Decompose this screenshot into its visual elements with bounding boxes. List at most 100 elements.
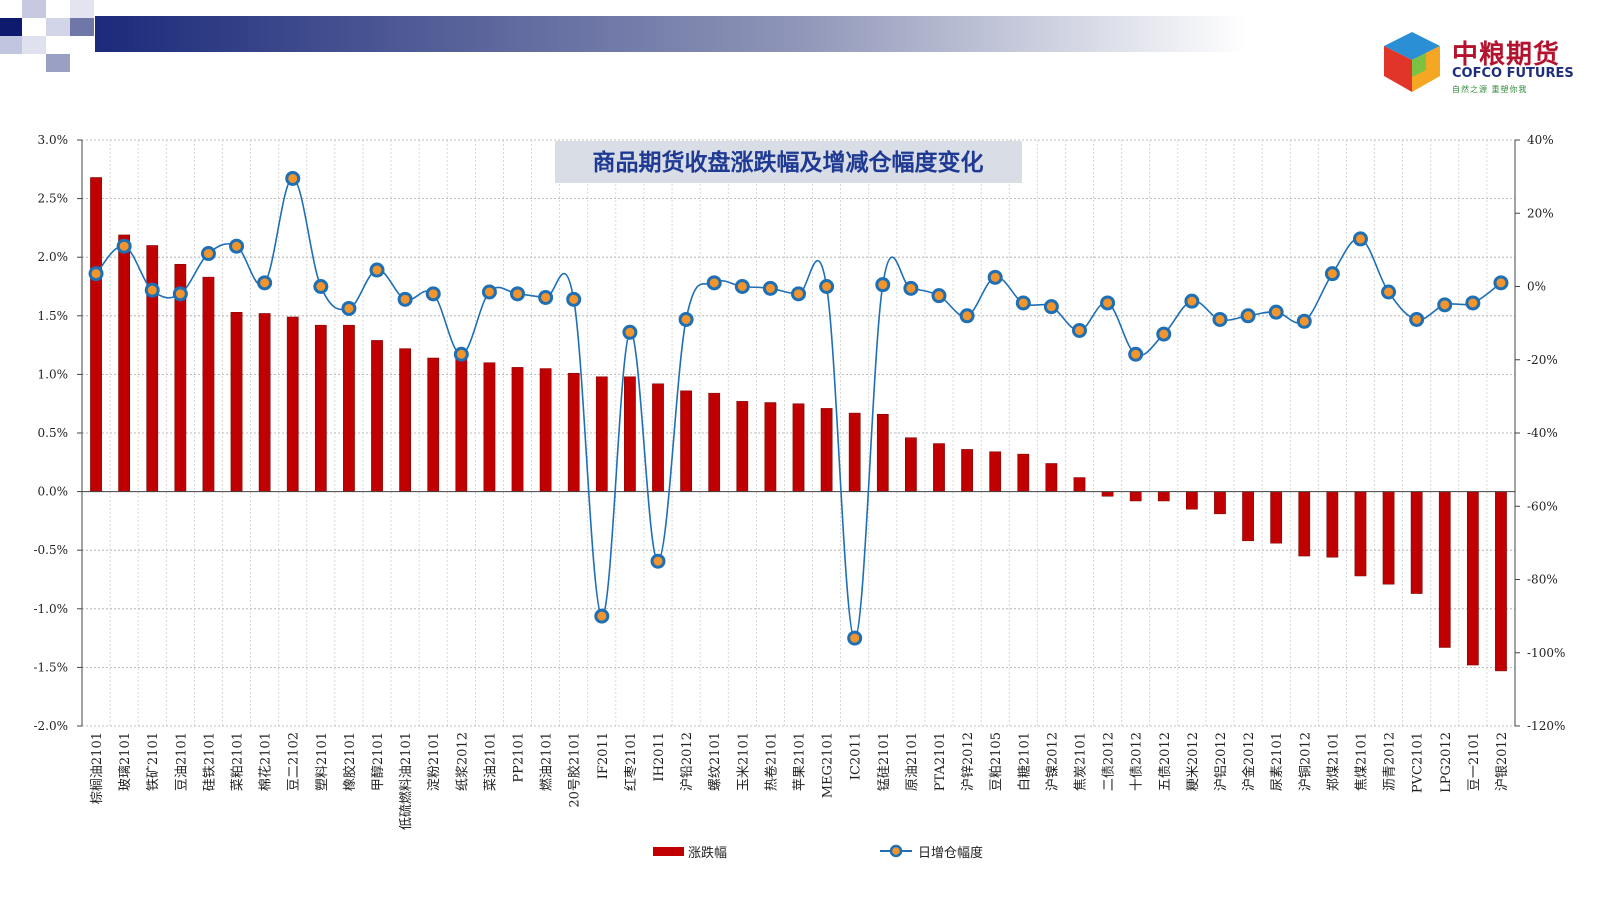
- category-label: 豆二2102: [287, 732, 302, 791]
- bar-尿素2101: [1270, 491, 1283, 544]
- marker-沥青2012: [1381, 284, 1397, 300]
- marker-棉花2101: [257, 275, 273, 291]
- marker-沪镍2012: [1043, 299, 1059, 315]
- category-label: 五债2012: [1158, 732, 1173, 791]
- bar-沪金2012: [1242, 491, 1254, 542]
- marker-原油2101: [903, 280, 919, 296]
- marker-沪铜2012: [1296, 313, 1312, 329]
- legend-bar-swatch: [653, 847, 684, 856]
- category-label: 二债2012: [1102, 732, 1117, 791]
- left-tick-label: 3.0%: [38, 133, 69, 147]
- category-label: 玻璃2101: [118, 732, 133, 791]
- line-series: [88, 170, 1509, 646]
- bar-粳米2012: [1186, 491, 1198, 510]
- bar-IF2011: [595, 376, 608, 492]
- left-tick-label: -2.0%: [33, 719, 68, 733]
- category-label: 沪锌2012: [960, 732, 976, 791]
- legend-line-marker: [889, 844, 903, 858]
- bar-IH2011: [652, 383, 664, 492]
- chart-title-box: 商品期货收盘涨跌幅及增减仓幅度变化: [555, 141, 1022, 183]
- bar-PTA2101: [933, 443, 945, 492]
- category-label: 豆粕2105: [989, 732, 1004, 791]
- marker-郑煤2101: [1324, 266, 1340, 282]
- marker-沪锌2012: [959, 308, 975, 324]
- category-label: 淀粉2101: [427, 732, 442, 791]
- marker-螺纹2101: [706, 275, 722, 291]
- marker-锰硅2101: [875, 277, 891, 293]
- category-label: 玉米2101: [736, 732, 751, 791]
- logo-name-en: COFCO FUTURES: [1452, 66, 1574, 81]
- marker-白糖2101: [1015, 295, 1031, 311]
- logo-tagline: 自然之源 重塑你我: [1452, 85, 1528, 94]
- chart-title: 商品期货收盘涨跌幅及增减仓幅度变化: [593, 149, 984, 176]
- bar-豆二2102: [286, 316, 299, 492]
- category-label: 低硫燃料油2101: [398, 732, 414, 830]
- bar-豆一2101: [1466, 491, 1479, 666]
- bar-玉米2101: [736, 401, 749, 492]
- marker-豆一2101: [1465, 295, 1481, 311]
- bar-玻璃2101: [118, 234, 131, 492]
- bar-沪铜2012: [1298, 491, 1311, 557]
- marker-棕榈油2101: [88, 266, 104, 282]
- category-label: 橡胶2101: [342, 732, 358, 791]
- bar-橡胶2101: [343, 324, 355, 492]
- bar-沪镍2012: [1045, 463, 1058, 492]
- category-label: 红枣2101: [623, 732, 639, 791]
- marker-沪铅2012: [678, 311, 694, 327]
- category-label: 苹果2101: [793, 732, 808, 791]
- left-tick-label: 2.0%: [38, 250, 69, 264]
- header-band: [0, 0, 1375, 72]
- category-label: 沪铅2012: [679, 732, 695, 791]
- bar-五债2012: [1157, 491, 1170, 502]
- category-label: 郑煤2101: [1326, 732, 1341, 791]
- marker-十债2012: [1128, 346, 1144, 362]
- marker-豆油2101: [172, 286, 188, 302]
- marker-硅铁2101: [200, 246, 216, 262]
- marker-燃油2101: [538, 289, 554, 305]
- marker-IC2011: [847, 630, 863, 646]
- category-label: 甲醇2101: [370, 732, 386, 791]
- bar-沥青2012: [1382, 491, 1395, 585]
- right-tick-label: 20%: [1527, 206, 1554, 220]
- category-label: 热卷2101: [763, 732, 779, 791]
- category-label: 沪银2012: [1494, 732, 1510, 791]
- category-label: 20号胶2101: [567, 732, 583, 808]
- category-label: 豆油2101: [174, 732, 189, 791]
- bar-原油2101: [905, 437, 917, 492]
- marker-20号胶2101: [566, 291, 582, 307]
- bar-十债2012: [1129, 491, 1142, 502]
- marker-MEG2101: [819, 279, 835, 294]
- marker-塑料2101: [313, 279, 329, 294]
- marker-IF2011: [594, 608, 610, 624]
- marker-PVC2101: [1409, 311, 1425, 327]
- bar-锰硅2101: [876, 413, 889, 492]
- marker-PTA2101: [931, 288, 947, 304]
- bar-螺纹2101: [708, 392, 721, 492]
- right-tick-label: -20%: [1527, 353, 1558, 367]
- bar-焦煤2101: [1354, 491, 1367, 577]
- marker-焦煤2101: [1352, 231, 1368, 247]
- category-label: 棉花2101: [258, 732, 274, 791]
- bar-苹果2101: [792, 403, 805, 492]
- axes: [77, 139, 1520, 727]
- bar-IC2011: [848, 412, 861, 492]
- category-label: 硅铁2101: [202, 732, 217, 791]
- category-label: MEG2101: [821, 732, 836, 798]
- bar-MEG2101: [820, 408, 833, 492]
- marker-淀粉2101: [425, 286, 441, 302]
- category-label: 燃油2101: [539, 732, 555, 791]
- bar-沪银2012: [1495, 491, 1507, 672]
- left-tick-label: 0.0%: [38, 485, 69, 499]
- category-label: 锰硅2101: [877, 732, 892, 791]
- bar-纸浆2012: [455, 357, 468, 492]
- marker-苹果2101: [791, 286, 806, 302]
- left-tick-label: 1.0%: [38, 367, 69, 381]
- bar-沪锌2012: [961, 449, 973, 492]
- bar-淀粉2101: [427, 357, 440, 492]
- bar-焦炭2101: [1073, 477, 1086, 492]
- marker-红枣2101: [622, 324, 638, 340]
- category-label: PP2101: [512, 732, 527, 783]
- logo-name-cn: 中粮期货: [1452, 40, 1561, 70]
- marker-粳米2012: [1184, 293, 1200, 309]
